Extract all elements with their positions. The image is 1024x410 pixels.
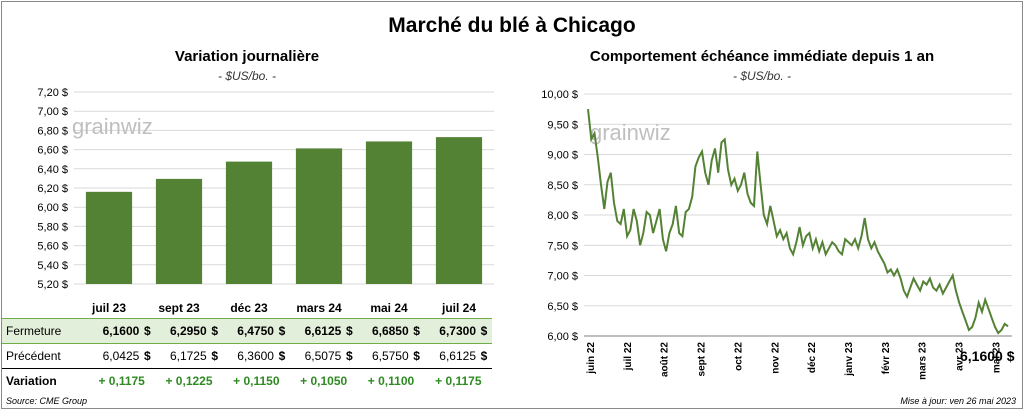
close-value: 6,4750 <box>222 318 274 344</box>
bar <box>225 161 273 284</box>
bar-chart-title: Variation journalière <box>174 48 320 65</box>
price-line <box>587 108 1009 335</box>
y-tick-label: 8,50 $ <box>547 180 578 192</box>
bar <box>295 148 343 284</box>
y-tick-label: 10,00 $ <box>541 89 578 101</box>
close-value: 6,1600 <box>88 318 140 344</box>
y-tick-label: 6,80 $ <box>37 125 68 137</box>
variation-value: + 0,1150 <box>222 368 290 393</box>
previous-value: 6,5750 <box>371 349 409 363</box>
row-label-close: Fermeture <box>2 318 88 344</box>
previous-value: 6,5075 <box>304 349 342 363</box>
row-label-previous: Précédent <box>6 349 61 363</box>
y-tick-label: 9,00 $ <box>547 150 578 162</box>
bar <box>365 141 413 284</box>
currency: $ <box>480 349 488 363</box>
currency: $ <box>341 318 358 344</box>
table-row-close: Fermeture 6,1600 $ 6,2950 $ 6,4750 $ 6,6125… <box>2 318 492 344</box>
y-tick-label: 7,00 $ <box>37 106 68 118</box>
close-value: 6,2950 <box>155 318 207 344</box>
previous-value: 6,0425 <box>102 349 140 363</box>
currency: $ <box>408 318 425 344</box>
currency: $ <box>206 318 223 344</box>
currency: $ <box>345 349 353 363</box>
y-tick-label: 6,50 $ <box>547 301 578 313</box>
y-tick-label: 6,20 $ <box>37 183 68 195</box>
currency: $ <box>278 349 286 363</box>
close-value: 6,7300 <box>424 318 476 344</box>
currency: $ <box>211 349 218 363</box>
x-tick-label: juil 22 <box>623 342 634 372</box>
y-tick-label: 5,80 $ <box>37 221 68 233</box>
x-tick-label: avr 23 <box>955 342 966 371</box>
x-tick-label: févr 23 <box>881 342 892 375</box>
bar <box>85 191 133 284</box>
bar <box>435 137 483 284</box>
row-label-variation: Variation <box>2 368 88 393</box>
price-table: Fermeture 6,1600 $ 6,2950 $ 6,4750 $ 6,6125… <box>2 318 492 393</box>
bar <box>155 178 203 284</box>
line-chart: 6,00 $ 6,50 $ 7,00 $ 7,50 $ 8,00 $ 8,50 $ 9,00… <box>541 89 1012 380</box>
watermark: grainwiz <box>72 114 153 139</box>
source-note: Source: CME Group <box>6 396 88 406</box>
x-tick-label: déc 23 <box>230 301 268 315</box>
previous-value: 6,1725 <box>169 349 207 363</box>
x-tick-label: sept 22 <box>697 342 708 377</box>
x-tick-label: nov 22 <box>770 342 781 374</box>
y-tick-label: 5,60 $ <box>37 241 68 253</box>
main-title: Marché du blé à Chicago <box>388 14 636 37</box>
bar-chart: 5,20 $ 5,40 $ 5,60 $ 5,80 $ 6,00 $ 6,20 $ 6,40… <box>37 87 494 315</box>
variation-value: + 0,1175 <box>88 368 156 393</box>
x-tick-label: juil 24 <box>441 301 476 315</box>
x-tick-label: mars 23 <box>918 342 929 380</box>
variation-value: + 0,1100 <box>357 368 425 393</box>
y-tick-label: 8,00 $ <box>547 210 578 222</box>
variation-value: + 0,1050 <box>289 368 358 393</box>
previous-value: 6,6125 <box>439 349 476 363</box>
close-value: 6,6850 <box>357 318 409 344</box>
variation-value: + 0,1175 <box>424 368 492 393</box>
y-tick-label: 5,20 $ <box>37 279 68 291</box>
y-tick-label: 5,40 $ <box>37 260 68 272</box>
currency: $ <box>139 318 156 344</box>
line-chart-subtitle: - $US/bo. - <box>732 69 792 83</box>
y-tick-label: 9,50 $ <box>547 119 578 131</box>
y-tick-label: 6,00 $ <box>547 331 578 343</box>
y-tick-label: 6,00 $ <box>37 202 68 214</box>
update-note: Mise à jour: ven 26 mai 2023 <box>900 396 1016 406</box>
table-row-variation: Variation + 0,1175 + 0,1225 + 0,1150 + 0… <box>2 368 492 393</box>
variation-value: + 0,1225 <box>155 368 223 393</box>
watermark: grainwiz <box>590 120 671 145</box>
x-tick-label: mars 24 <box>296 301 342 315</box>
x-tick-label: mai 24 <box>370 301 408 315</box>
x-tick-label: janv 23 <box>844 342 855 377</box>
table-row-previous: Précédent 6,0425 $ 6,1725 $ 6,3600 $ 6,5075… <box>2 344 492 369</box>
y-tick-label: 6,40 $ <box>37 164 68 176</box>
x-tick-label: mai 23 <box>991 342 1002 374</box>
currency: $ <box>273 318 290 344</box>
y-tick-label: 7,20 $ <box>37 87 68 99</box>
x-tick-label: sept 23 <box>158 301 200 315</box>
last-value-label: 6,1600 $ <box>960 348 1015 364</box>
close-value: 6,6125 <box>289 318 342 344</box>
previous-value: 6,3600 <box>237 349 274 363</box>
line-chart-title: Comportement échéance immédiate depuis 1… <box>589 48 935 65</box>
y-tick-label: 7,50 $ <box>547 240 578 252</box>
x-tick-label: oct 22 <box>733 342 744 371</box>
x-tick-label: août 22 <box>660 342 671 377</box>
bar-chart-subtitle: - $US/bo. - <box>217 69 277 83</box>
x-tick-label: déc 22 <box>807 342 818 374</box>
y-tick-label: 7,00 $ <box>547 271 578 283</box>
currency: $ <box>476 318 492 344</box>
currency: $ <box>413 349 420 363</box>
x-tick-label: juil 23 <box>91 301 126 315</box>
currency: $ <box>143 349 151 363</box>
x-tick-label: juin 22 <box>586 342 597 375</box>
y-tick-label: 6,60 $ <box>37 145 68 157</box>
